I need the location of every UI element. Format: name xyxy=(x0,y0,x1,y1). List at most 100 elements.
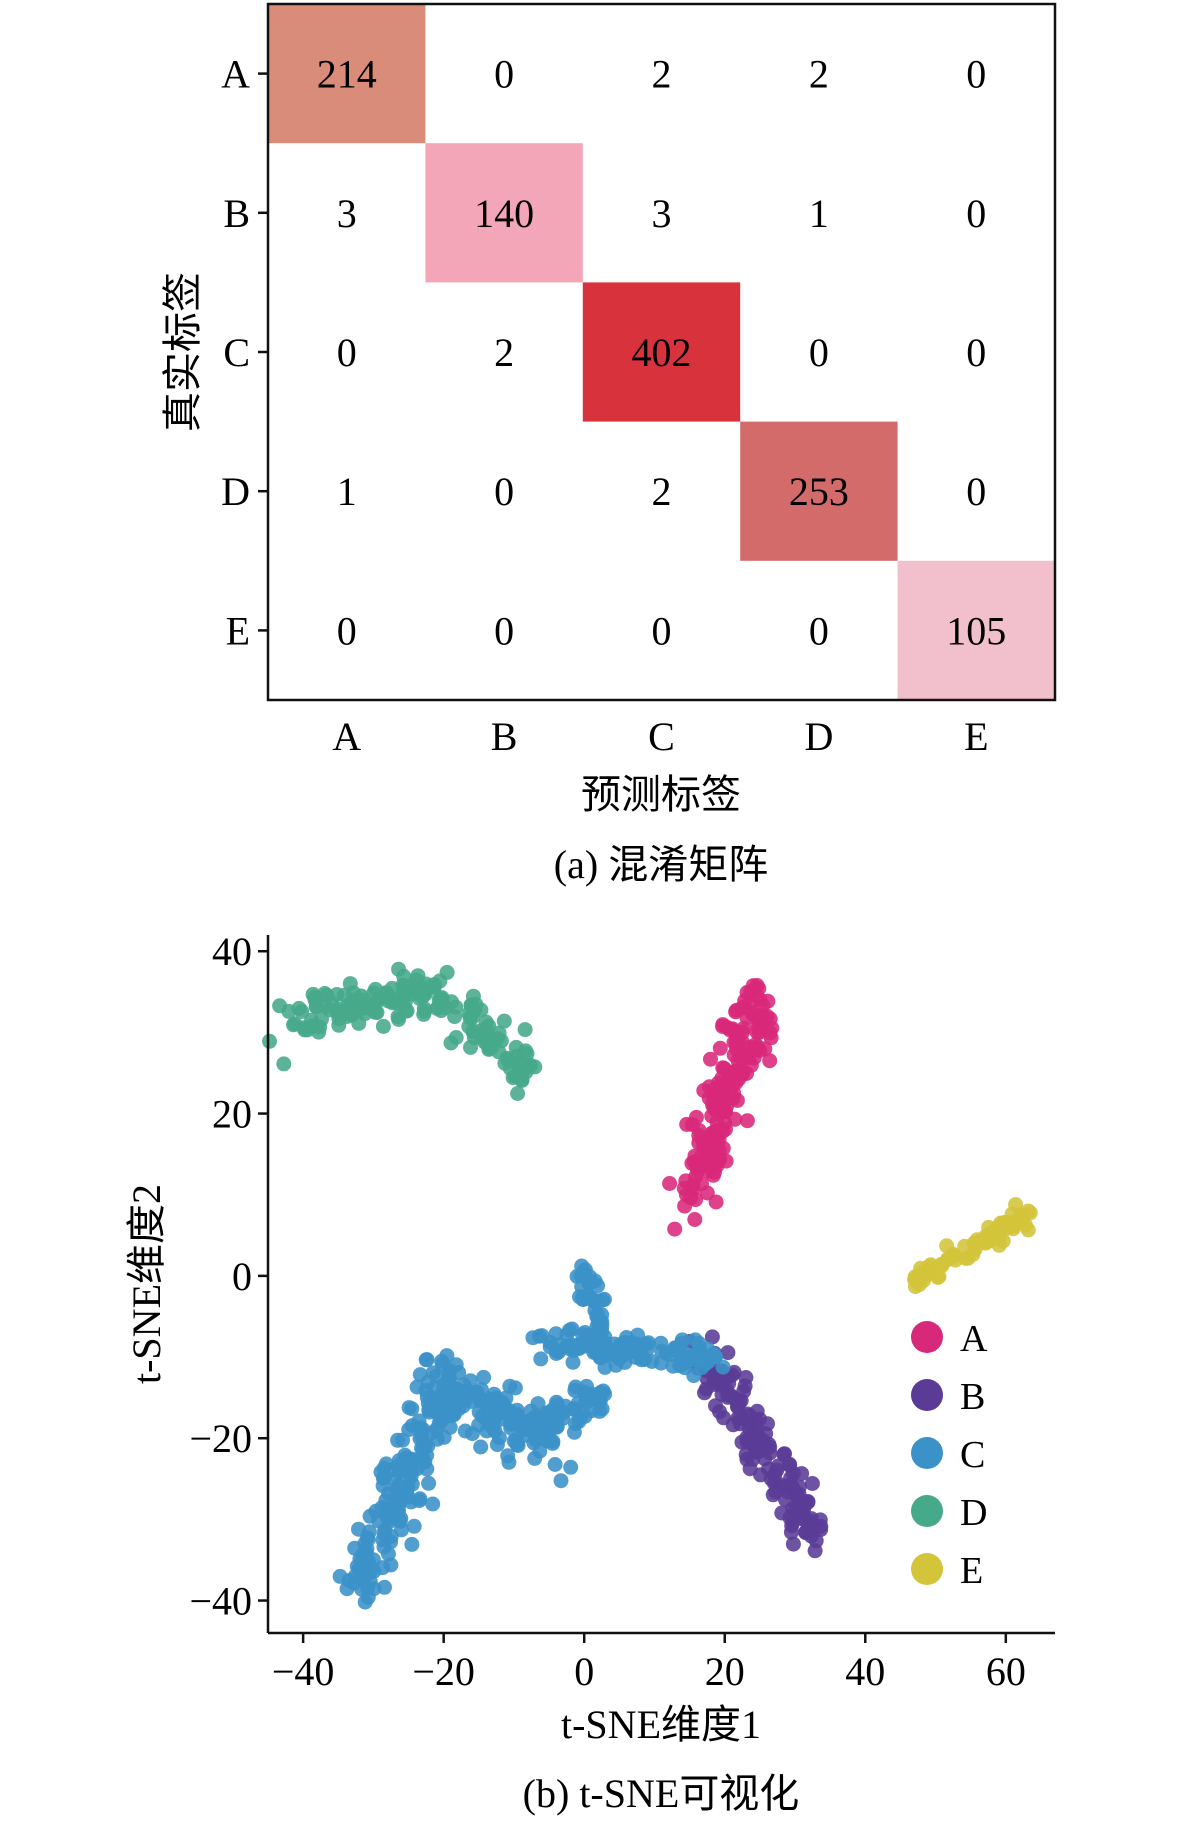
scatter-point-D xyxy=(517,1022,533,1038)
scatter-point-C xyxy=(553,1473,569,1489)
matrix-cell-value: 1 xyxy=(809,191,829,236)
scatter-point-B xyxy=(785,1536,801,1552)
scatter-point-D xyxy=(308,999,324,1015)
matrix-y-tick-label: D xyxy=(221,469,250,514)
scatter-point-C xyxy=(406,1518,422,1534)
scatter-point-A xyxy=(735,1024,751,1040)
scatter-point-A xyxy=(735,999,751,1015)
legend-swatch-C xyxy=(911,1437,943,1469)
scatter-point-C xyxy=(421,1475,437,1491)
scatter-point-D xyxy=(465,1024,481,1039)
scatter-point-C xyxy=(425,1496,441,1512)
matrix-cell-value: 0 xyxy=(652,608,672,653)
scatter-point-B xyxy=(782,1456,797,1472)
scatter-point-B xyxy=(796,1501,812,1516)
scatter-points xyxy=(262,961,1038,1610)
scatter-point-B xyxy=(757,1438,773,1454)
scatter-point-E xyxy=(1013,1209,1029,1225)
matrix-x-axis-title: 预测标签 xyxy=(581,772,741,817)
matrix-cell-value: 2 xyxy=(809,52,829,97)
matrix-x-tick-label: E xyxy=(964,714,988,759)
scatter-point-C xyxy=(593,1385,609,1401)
matrix-cell-value: 2 xyxy=(494,330,514,375)
scatter-point-C xyxy=(578,1392,594,1407)
scatter-point-D xyxy=(461,1006,477,1022)
scatter-point-B xyxy=(804,1476,820,1491)
legend-swatch-A xyxy=(911,1321,943,1353)
matrix-cell-diagonal xyxy=(740,421,898,561)
scatter-point-D xyxy=(415,988,431,1004)
scatter-point-D xyxy=(375,1018,391,1034)
scatter-point-C xyxy=(563,1459,579,1475)
scatter-point-B xyxy=(720,1345,736,1361)
scatter-point-A xyxy=(703,1051,718,1067)
matrix-x-tick-label: A xyxy=(332,714,361,759)
matrix-cell-diagonal xyxy=(582,282,741,422)
scatter-point-D xyxy=(439,964,455,980)
scatter-point-A xyxy=(745,978,761,994)
scatter-point-C xyxy=(401,1400,417,1416)
scatter-y-tick-label: 20 xyxy=(212,1092,252,1137)
scatter-point-D xyxy=(351,1015,367,1031)
matrix-cell-value: 0 xyxy=(337,608,357,653)
scatter-point-A xyxy=(729,1092,745,1108)
scatter-point-A xyxy=(712,1040,728,1056)
scatter-point-C xyxy=(479,1423,495,1439)
scatter-point-E xyxy=(943,1250,959,1266)
legend-label: D xyxy=(960,1492,987,1534)
scatter-point-A xyxy=(679,1187,694,1203)
scatter-point-E xyxy=(997,1215,1013,1231)
scatter-point-C xyxy=(420,1374,436,1390)
scatter-point-D xyxy=(391,961,407,977)
scatter-point-C xyxy=(507,1380,523,1396)
scatter-point-D xyxy=(443,1035,459,1051)
scatter-point-C xyxy=(668,1340,684,1356)
scatter-point-C xyxy=(362,1573,378,1589)
scatter-point-B xyxy=(706,1373,722,1389)
scatter-point-B xyxy=(798,1525,814,1541)
scatter-point-C xyxy=(420,1438,436,1454)
scatter-point-D xyxy=(433,1003,449,1019)
scatter-point-D xyxy=(496,1013,512,1029)
matrix-cell-value: 0 xyxy=(494,52,514,97)
scatter-point-D xyxy=(272,998,288,1014)
matrix-x-tick-label: D xyxy=(804,714,833,759)
scatter-point-A xyxy=(755,997,771,1013)
scatter-point-A xyxy=(694,1176,709,1192)
scatter-point-A xyxy=(711,1075,727,1091)
matrix-cell-value: 0 xyxy=(494,469,514,514)
scatter-point-C xyxy=(469,1384,485,1400)
scatter-point-A xyxy=(728,1063,744,1079)
scatter-point-B xyxy=(732,1411,748,1427)
matrix-cell-value: 0 xyxy=(337,330,357,375)
matrix-cell-value: 140 xyxy=(474,191,534,236)
scatter-point-C xyxy=(584,1291,599,1307)
scatter-x-tick-label: 60 xyxy=(986,1649,1026,1694)
scatter-point-C xyxy=(564,1321,580,1337)
scatter-x-tick-label: −40 xyxy=(272,1649,335,1694)
scatter-point-B xyxy=(704,1329,720,1345)
scatter-y-tick-label: −20 xyxy=(189,1416,252,1461)
scatter-point-B xyxy=(798,1513,814,1529)
scatter-point-D xyxy=(410,968,426,984)
legend-label: E xyxy=(960,1550,983,1592)
matrix-cell-value: 402 xyxy=(632,330,692,375)
scatter-x-tick-label: 40 xyxy=(845,1649,885,1694)
scatter-point-D xyxy=(339,1002,355,1018)
matrix-cell-value: 0 xyxy=(494,608,514,653)
scatter-point-B xyxy=(782,1477,798,1493)
scatter-point-D xyxy=(527,1059,543,1075)
confusion-matrix-chart: 214 0 2 2 0 3 140 3 1 0 0 2 402 0 0 1 0 2 253 0 0 0 0 0 105 A B C D… xyxy=(160,2,1057,887)
scatter-point-D xyxy=(491,1044,507,1060)
scatter-point-B xyxy=(774,1505,790,1521)
scatter-x-tick-label: 0 xyxy=(574,1649,594,1694)
scatter-point-C xyxy=(383,1557,399,1573)
scatter-y-axis-title: t-SNE维度2 xyxy=(124,1184,169,1384)
matrix-cell-value: 253 xyxy=(789,469,849,514)
scatter-point-D xyxy=(497,1055,513,1071)
scatter-point-D xyxy=(314,1011,329,1027)
scatter-point-C xyxy=(644,1354,660,1369)
scatter-y-tick-label: 0 xyxy=(232,1254,252,1299)
